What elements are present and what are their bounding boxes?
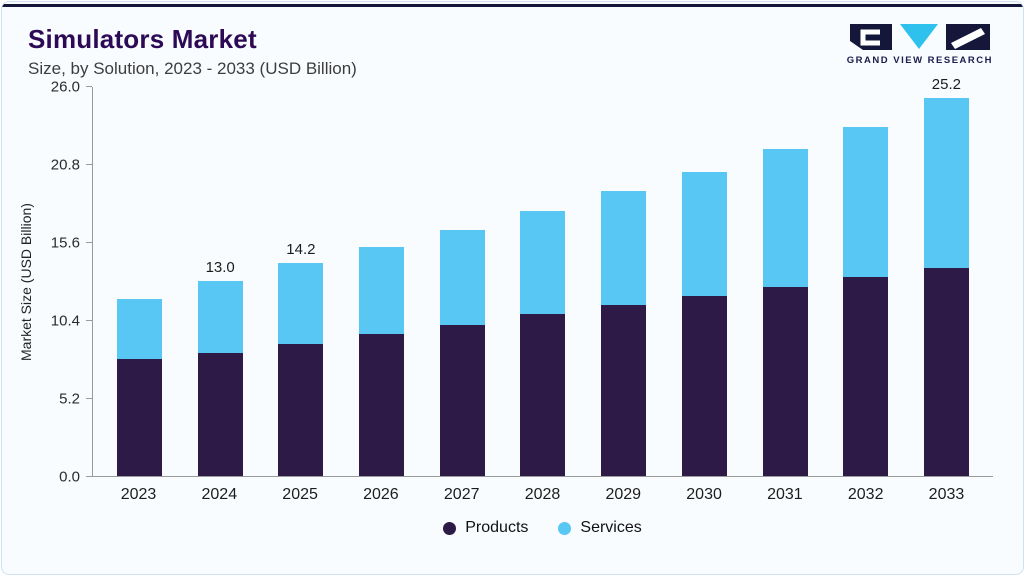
products-bar-segment xyxy=(359,333,405,476)
bars-row: 13.0 14.2 25.2 xyxy=(92,76,993,477)
products-bar-segment xyxy=(197,353,243,476)
products-bar-segment xyxy=(117,359,162,476)
y-tick-label: 10.4 xyxy=(50,312,80,330)
x-tick-label: 2028 xyxy=(524,486,561,503)
products-bar-segment xyxy=(843,276,889,476)
services-bar-segment xyxy=(117,299,162,359)
services-bar-segment xyxy=(359,246,405,334)
y-tick-label: 26.0 xyxy=(50,78,80,96)
products-legend-swatch xyxy=(443,521,457,535)
services-bar-segment xyxy=(681,171,727,296)
legend: Products Services xyxy=(92,519,993,537)
y-tick-mark xyxy=(86,398,92,399)
x-tick-label: 2032 xyxy=(847,486,884,503)
bar-column xyxy=(439,230,485,476)
y-tick-label: 0.0 xyxy=(59,468,80,486)
services-bar-segment xyxy=(843,126,889,277)
services-legend-swatch xyxy=(558,521,572,535)
top-accent-bar xyxy=(2,4,1023,7)
products-bar-segment xyxy=(681,296,727,476)
x-tick-label: 2029 xyxy=(605,486,642,503)
bar-column xyxy=(601,191,647,476)
x-tick-label: 2026 xyxy=(363,486,399,503)
x-tick-label: 2023 xyxy=(120,486,157,503)
y-axis-title: Market Size (USD Billion) xyxy=(18,203,34,361)
header-titles: Simulators Market Size, by Solution, 202… xyxy=(28,24,357,79)
bar-column xyxy=(843,126,889,476)
x-tick-label: 2027 xyxy=(443,486,480,503)
products-bar-segment xyxy=(601,305,647,476)
services-bar-segment xyxy=(520,210,566,314)
bar-column xyxy=(681,171,727,476)
grand-view-research-logo: GRAND VIEW RESEARCH xyxy=(847,24,993,66)
products-bar-segment xyxy=(762,287,808,476)
gvr-logo-icon xyxy=(849,24,990,50)
y-tick-mark xyxy=(86,86,92,87)
x-tick-label: 2024 xyxy=(201,486,238,503)
products-bar-segment xyxy=(923,267,969,476)
y-tick-mark xyxy=(86,242,92,243)
bar-column xyxy=(359,246,405,476)
page-subtitle: Size, by Solution, 2023 - 2033 (USD Bill… xyxy=(28,59,357,78)
services-legend-label: Services xyxy=(580,519,642,536)
x-axis-row: 2023 2024 2025 2026 2027 2028 2029 2030 2031 2032… xyxy=(92,486,993,504)
y-tick-label: 5.2 xyxy=(59,390,80,408)
services-bar-segment xyxy=(278,263,324,344)
bar-total-label: 14.2 xyxy=(286,241,316,258)
services-bar-segment xyxy=(762,149,808,287)
bar-column: 25.2 xyxy=(923,76,969,476)
header: Simulators Market Size, by Solution, 202… xyxy=(2,2,1023,79)
services-bar-segment xyxy=(197,281,243,353)
services-bar-segment xyxy=(923,98,969,268)
products-bar-segment xyxy=(278,344,324,476)
gvr-logo-text: GRAND VIEW RESEARCH xyxy=(846,55,993,66)
bar-total-label: 25.2 xyxy=(931,76,961,93)
bar-column: 14.2 xyxy=(278,241,324,476)
services-bar-segment xyxy=(601,191,647,305)
page-title: Simulators Market xyxy=(28,24,257,54)
y-axis: 0.0 5.2 10.4 15.6 20.8 26.0 xyxy=(36,79,92,486)
products-bar-segment xyxy=(520,314,566,476)
x-tick-label: 2031 xyxy=(767,486,803,503)
y-tick-mark xyxy=(86,476,92,477)
bar-column xyxy=(117,299,162,476)
y-tick-mark xyxy=(86,164,92,165)
x-tick-label: 2025 xyxy=(282,486,318,503)
chart: Market Size (USD Billion) 0.0 5.2 10.4 15.6… xyxy=(2,76,1023,537)
bar-column xyxy=(520,210,566,476)
x-tick-label: 2030 xyxy=(686,486,722,503)
products-legend-label: Products xyxy=(465,519,529,536)
bar-column: 13.0 xyxy=(197,259,243,476)
legend-item-products: Products xyxy=(443,519,528,537)
y-tick-mark xyxy=(86,320,92,321)
products-bar-segment xyxy=(439,324,485,476)
y-tick-label: 15.6 xyxy=(50,234,80,252)
x-tick-label: 2033 xyxy=(928,486,965,503)
plot-area: 13.0 14.2 25.2 2023 2024 2025 2026 2027 2028 202… xyxy=(92,76,993,537)
bar-column xyxy=(762,149,808,476)
bar-total-label: 13.0 xyxy=(205,259,235,276)
services-bar-segment xyxy=(439,230,485,325)
legend-item-services: Services xyxy=(558,519,642,537)
y-tick-label: 20.8 xyxy=(50,156,80,174)
